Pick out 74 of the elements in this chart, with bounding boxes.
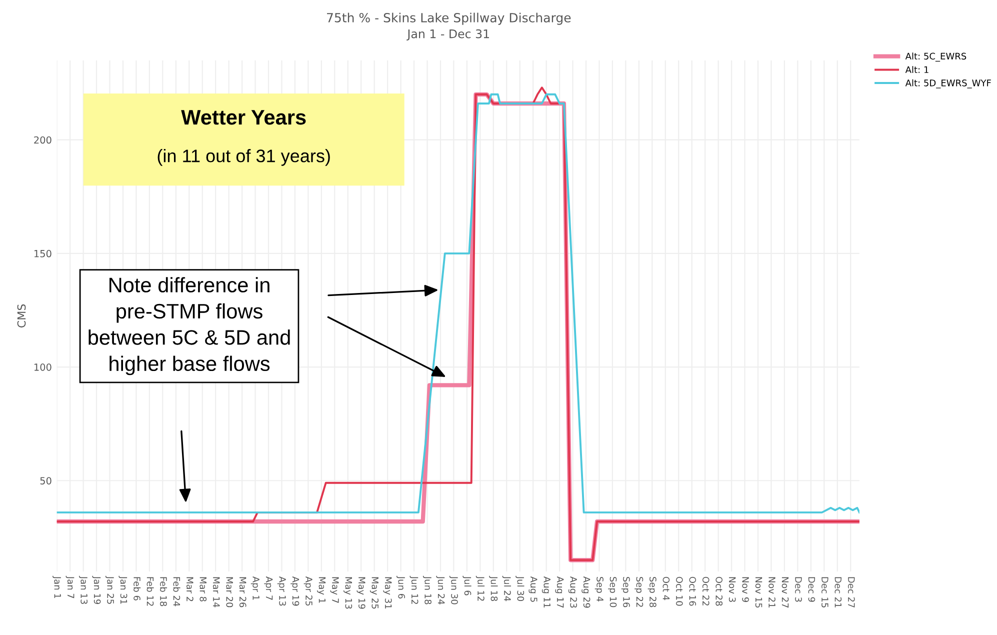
annotation: (in 11 out of 31 years): [158, 149, 330, 166]
x-tick-label: Oct 28: [716, 576, 723, 606]
x-tick-label: May 7: [330, 577, 339, 603]
x-tick-label: Jun 18: [422, 576, 432, 604]
x-tick-label: Apr 7: [264, 576, 273, 600]
x-tick-label: Jan 19: [92, 576, 101, 604]
x-tick-label: May 31: [383, 577, 392, 609]
x-tick-label: Aug 17: [555, 576, 564, 608]
x-tick-label: Nov 15: [755, 577, 762, 608]
x-tick-label: Sep 28: [648, 576, 656, 608]
y-tick-label: 50: [40, 477, 52, 484]
y-axis-title: CMS: [17, 304, 26, 328]
x-tick-label: Feb 6: [134, 577, 141, 600]
x-tick-label: Aug 23: [568, 576, 577, 608]
x-tick-label: Apr 25: [304, 576, 312, 606]
x-tick-label: Sep 16: [621, 576, 630, 608]
annotation: Note difference in pre-STMP flows between 5C & 5D and higher base flows: [88, 277, 290, 376]
y-tick-label: 200: [34, 136, 52, 144]
x-tick-label: Nov 21: [768, 577, 776, 608]
x-tick-label: Jul 24: [502, 576, 511, 602]
x-tick-label: Jan 1: [52, 576, 61, 598]
x-tick-label: Feb 24: [173, 577, 180, 606]
chart-title: 75th % - Skins Lake Spillway Discharge: [327, 12, 571, 25]
x-tick-label: Jan 13: [78, 576, 88, 604]
x-tick-label: Mar 20: [226, 577, 234, 608]
legend-label: Alt: 5C_EWRS: [905, 52, 966, 62]
annotation: Wetter Years: [181, 110, 306, 125]
x-tick-label: Aug 11: [542, 576, 550, 608]
y-tick-label: 150: [34, 250, 52, 258]
x-tick-label: Dec 21: [834, 577, 842, 608]
x-tick-label: Jun 24: [436, 576, 445, 604]
x-tick-label: Dec 9: [808, 577, 816, 602]
x-tick-label: Mar 26: [239, 577, 246, 608]
x-tick-label: May 13: [344, 577, 352, 609]
x-tick-label: May 25: [370, 577, 379, 609]
chart-subtitle: Jan 1 - Dec 31: [406, 29, 489, 40]
legend-label: Alt: 5D_EWRS_WYF: [905, 79, 991, 88]
x-tick-label: Jan 7: [66, 576, 74, 598]
x-tick-label: Jan 25: [105, 576, 114, 604]
x-tick-label: Dec 27: [848, 577, 855, 608]
x-tick-label: Jul 6: [462, 576, 472, 596]
x-tick-label: Nov 27: [782, 577, 789, 608]
x-tick-label: Jun 12: [410, 576, 418, 604]
x-tick-label: Apr 1: [250, 576, 260, 600]
x-tick-label: Nov 3: [728, 577, 736, 602]
x-tick-label: Oct 10: [676, 576, 683, 606]
x-tick-label: Oct 4: [662, 576, 670, 600]
x-tick-label: Feb 18: [160, 577, 168, 606]
x-tick-label: Jun 30: [449, 576, 458, 604]
x-tick-label: May 19: [356, 577, 366, 609]
x-tick-label: May 1: [317, 577, 326, 603]
x-tick-label: Sep 10: [608, 576, 617, 608]
x-tick-label: Jul 12: [476, 576, 485, 601]
x-tick-label: Dec 3: [795, 577, 802, 602]
x-tick-label: Oct 22: [702, 576, 710, 606]
x-tick-label: Jun 6: [396, 576, 406, 599]
legend-label: Alt: 1: [905, 66, 928, 73]
x-tick-label: Nov 9: [742, 577, 749, 602]
x-tick-label: Mar 2: [186, 577, 194, 602]
y-tick-label: 100: [34, 364, 52, 371]
x-tick-label: Feb 12: [146, 577, 154, 606]
x-tick-label: Jul 30: [516, 576, 524, 602]
x-tick-label: Sep 4: [594, 576, 604, 602]
x-tick-label: Jul 18: [489, 576, 498, 601]
x-tick-label: Mar 8: [200, 577, 207, 602]
x-tick-label: Sep 22: [634, 576, 644, 607]
x-tick-label: Apr 13: [277, 576, 286, 606]
x-tick-label: Aug 5: [528, 576, 538, 602]
x-tick-label: Aug 29: [582, 576, 590, 608]
x-tick-label: Oct 16: [689, 576, 696, 606]
x-tick-label: Jan 31: [118, 576, 128, 604]
x-tick-label: Mar 14: [212, 577, 220, 608]
x-tick-label: Apr 19: [290, 576, 300, 606]
x-tick-label: Dec 15: [822, 577, 828, 608]
